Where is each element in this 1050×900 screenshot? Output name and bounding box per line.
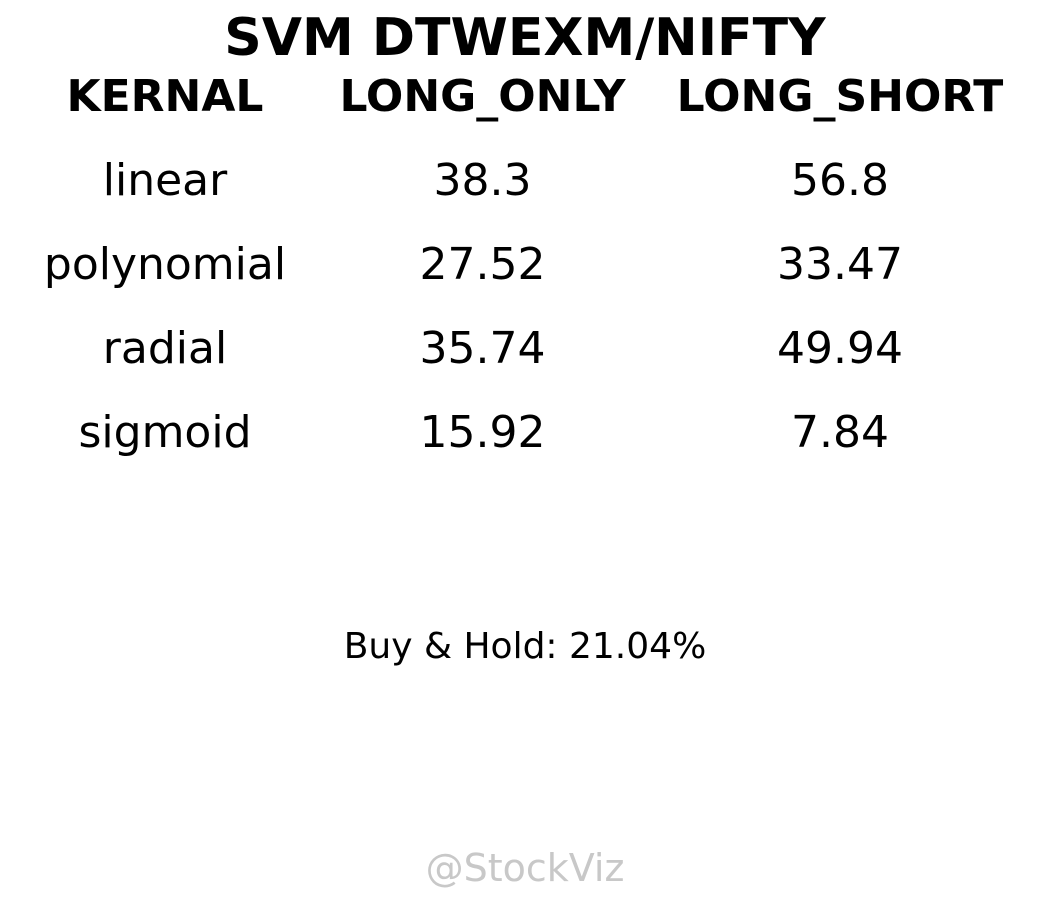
- header-long-short: LONG_SHORT: [676, 71, 1004, 122]
- cell-long-only: 27.52: [419, 239, 546, 290]
- buy-hold-note: Buy & Hold: 21.04%: [343, 626, 707, 667]
- cell-long-short: 33.47: [777, 239, 903, 290]
- cell-long-short: 49.94: [777, 323, 903, 374]
- cell-long-only: 38.3: [433, 155, 532, 206]
- header-long-only: LONG_ONLY: [339, 71, 626, 122]
- cell-kernal: linear: [102, 155, 228, 206]
- cell-kernal: sigmoid: [78, 407, 252, 458]
- chart-title: SVM DTWEXM/NIFTY: [224, 8, 826, 68]
- header-kernal: KERNAL: [66, 71, 264, 122]
- watermark: @StockViz: [425, 846, 625, 890]
- cell-kernal: polynomial: [43, 239, 287, 290]
- cell-kernal: radial: [102, 323, 228, 374]
- cell-long-short: 7.84: [791, 407, 889, 458]
- cell-long-only: 35.74: [419, 323, 546, 374]
- cell-long-only: 15.92: [419, 407, 546, 458]
- cell-long-short: 56.8: [791, 155, 889, 206]
